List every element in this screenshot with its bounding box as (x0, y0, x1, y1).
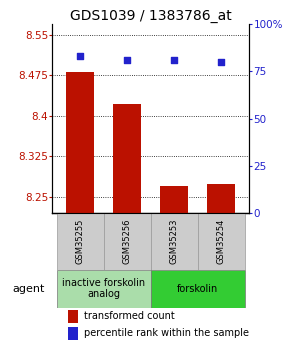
Bar (207, 185, 235, 213)
Text: GSM35254: GSM35254 (217, 219, 226, 264)
Bar (57, 270, 151, 307)
Bar (160, 186, 188, 213)
Point (172, 57, 177, 63)
Title: GDS1039 / 1383786_at: GDS1039 / 1383786_at (70, 9, 232, 23)
Text: GSM35256: GSM35256 (123, 219, 132, 264)
Bar (198, 213, 245, 270)
Text: percentile rank within the sample: percentile rank within the sample (84, 328, 249, 338)
Bar (113, 104, 142, 213)
Text: GSM35255: GSM35255 (76, 219, 85, 264)
Point (125, 57, 130, 63)
Text: transformed count: transformed count (84, 312, 175, 322)
Point (78, 53, 83, 59)
Bar (68, 310, 78, 323)
Text: forskolin: forskolin (177, 284, 218, 294)
Point (219, 59, 224, 65)
Bar (104, 213, 151, 270)
Bar (57, 213, 104, 270)
Text: GSM35253: GSM35253 (170, 219, 179, 264)
Text: agent: agent (13, 284, 45, 294)
Bar (68, 327, 78, 340)
Bar (66, 72, 95, 213)
Text: inactive forskolin
analog: inactive forskolin analog (62, 278, 145, 299)
Bar (151, 270, 245, 307)
Bar (151, 213, 198, 270)
